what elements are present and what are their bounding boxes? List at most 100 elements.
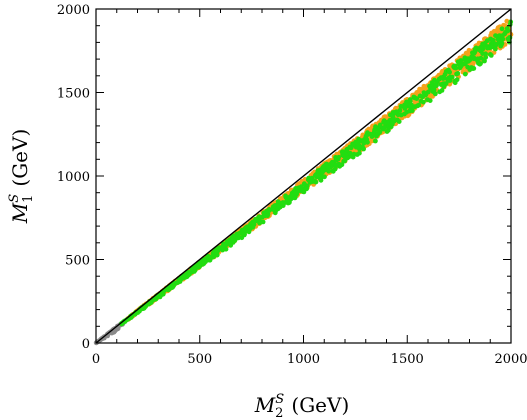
data-point: [382, 120, 388, 126]
data-point: [347, 150, 353, 156]
series-2-points: [119, 19, 514, 327]
data-point: [320, 169, 325, 175]
data-point: [462, 57, 467, 62]
data-point: [475, 56, 481, 62]
data-point: [462, 71, 468, 77]
data-point: [232, 233, 238, 239]
data-point: [315, 173, 321, 179]
data-point: [313, 179, 319, 185]
data-point: [471, 66, 477, 71]
data-point: [239, 235, 245, 241]
data-point: [344, 147, 350, 153]
data-point: [307, 179, 313, 185]
data-point: [398, 104, 404, 109]
data-point: [493, 41, 498, 47]
data-point: [430, 86, 436, 92]
data-point: [186, 272, 191, 278]
data-point: [361, 140, 367, 146]
data-point: [289, 192, 294, 198]
data-point: [392, 110, 398, 115]
data-point: [397, 108, 403, 113]
data-point: [438, 75, 444, 81]
data-point: [228, 242, 234, 248]
data-point: [345, 155, 351, 161]
data-point: [148, 300, 154, 305]
data-point: [253, 218, 258, 224]
y-tick-label: 1500: [57, 87, 90, 102]
data-point: [425, 97, 430, 102]
data-point: [298, 184, 304, 190]
data-point: [158, 292, 164, 298]
data-point: [196, 261, 202, 266]
data-point: [382, 114, 388, 119]
y-tick-label: 1000: [57, 170, 90, 185]
data-point: [250, 224, 256, 230]
data-point: [441, 84, 447, 89]
data-point: [472, 48, 478, 54]
data-point: [402, 111, 407, 117]
data-point: [301, 181, 307, 187]
data-point: [374, 133, 379, 139]
data-point: [321, 164, 326, 170]
data-point: [299, 188, 305, 194]
data-point: [353, 139, 359, 145]
data-point: [421, 90, 427, 95]
data-point: [292, 190, 298, 196]
data-point: [455, 71, 461, 76]
data-point: [488, 33, 494, 38]
y-tick-label: 2000: [57, 3, 90, 18]
data-point: [463, 61, 468, 67]
data-point: [499, 26, 505, 32]
data-point: [245, 224, 251, 230]
data-point: [390, 119, 396, 125]
data-point: [502, 31, 508, 37]
data-point: [292, 195, 298, 201]
data-point: [333, 157, 339, 163]
data-point: [439, 88, 445, 93]
data-point: [241, 231, 247, 237]
data-point: [407, 97, 413, 102]
data-point: [382, 124, 388, 130]
data-point: [329, 159, 335, 165]
data-point: [377, 122, 383, 128]
tick-labels-layer: 0 500 1000 1500 2000 0 500 1000 1500 2000: [57, 3, 527, 367]
data-point: [322, 174, 327, 180]
data-point: [454, 77, 460, 83]
data-point: [333, 163, 339, 169]
data-point: [337, 163, 343, 168]
data-point: [365, 130, 370, 136]
x-tick-label: 0: [92, 352, 100, 367]
data-point: [207, 254, 213, 260]
data-point: [361, 146, 366, 152]
data-point: [414, 96, 420, 101]
data-point: [364, 137, 370, 142]
x-tick-label: 500: [187, 352, 212, 367]
data-point: [442, 71, 448, 77]
data-point: [280, 203, 286, 209]
data-point: [326, 168, 332, 174]
data-point: [491, 29, 497, 34]
data-point: [468, 57, 473, 62]
data-point: [272, 203, 278, 209]
data-point: [166, 287, 171, 293]
data-point: [262, 213, 268, 219]
data-point: [488, 53, 494, 58]
data-point: [266, 208, 272, 214]
data-point: [505, 28, 511, 34]
data-point: [433, 82, 438, 88]
data-point: [414, 103, 420, 109]
data-point: [169, 285, 175, 290]
data-point: [373, 138, 378, 144]
data-point: [275, 199, 281, 205]
data-point: [458, 63, 464, 69]
data-point: [414, 90, 420, 95]
points-layer: [93, 18, 514, 346]
y-axis-label: MS1(GeV): [7, 129, 36, 225]
data-point: [493, 33, 498, 38]
data-point: [417, 86, 422, 92]
data-point: [357, 150, 362, 156]
data-point: [448, 74, 453, 80]
data-point: [481, 58, 487, 63]
data-point: [257, 215, 262, 221]
